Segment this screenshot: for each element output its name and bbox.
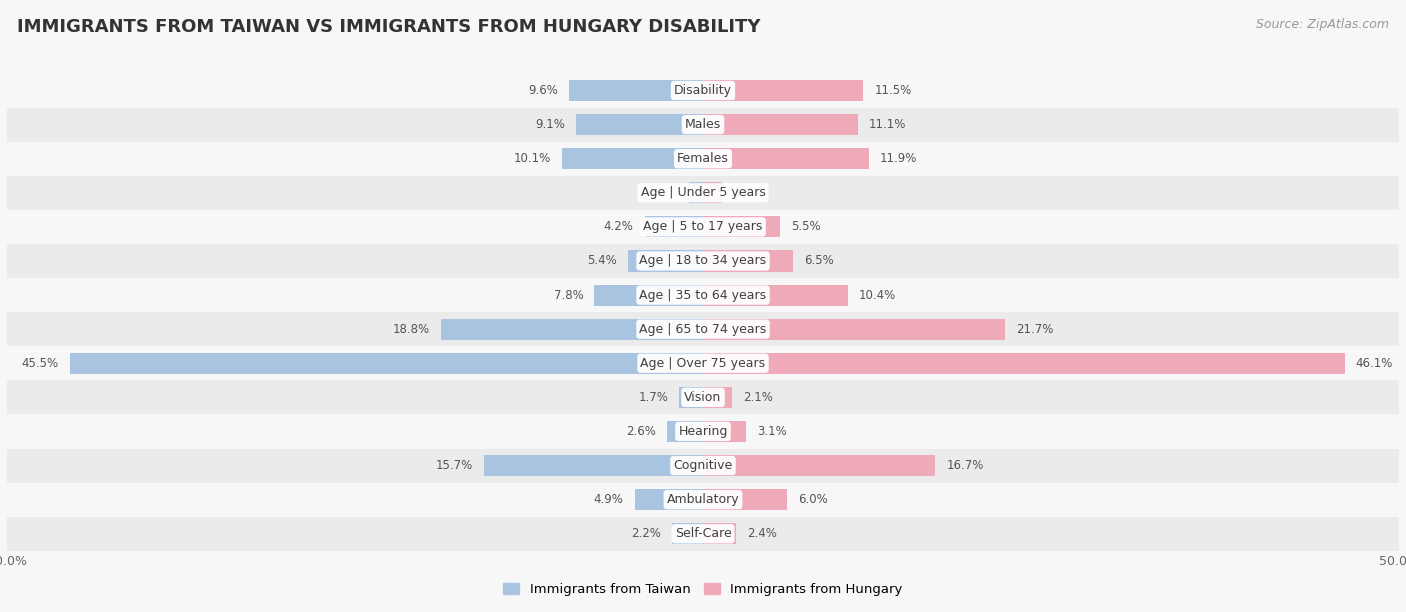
Bar <box>562 148 703 170</box>
Bar <box>7 483 1399 517</box>
Bar <box>569 80 703 101</box>
Text: Age | 65 to 74 years: Age | 65 to 74 years <box>640 323 766 335</box>
Text: 11.5%: 11.5% <box>875 84 911 97</box>
Bar <box>7 414 1399 449</box>
Text: Vision: Vision <box>685 391 721 404</box>
Bar <box>689 182 703 203</box>
Text: Disability: Disability <box>673 84 733 97</box>
Text: 2.4%: 2.4% <box>748 528 778 540</box>
Text: 11.9%: 11.9% <box>880 152 917 165</box>
Bar <box>703 216 779 237</box>
Text: 2.1%: 2.1% <box>744 391 773 404</box>
Text: Hearing: Hearing <box>678 425 728 438</box>
Bar <box>70 353 703 374</box>
Bar <box>485 455 703 476</box>
Text: 4.9%: 4.9% <box>593 493 624 506</box>
Bar <box>703 285 848 305</box>
Text: 1.7%: 1.7% <box>638 391 668 404</box>
Text: Age | 18 to 34 years: Age | 18 to 34 years <box>640 255 766 267</box>
Bar <box>634 489 703 510</box>
Text: 46.1%: 46.1% <box>1355 357 1393 370</box>
Text: 2.6%: 2.6% <box>626 425 655 438</box>
Bar <box>7 278 1399 312</box>
Text: 11.1%: 11.1% <box>869 118 905 131</box>
Bar <box>703 489 786 510</box>
Bar <box>679 387 703 408</box>
Bar <box>7 210 1399 244</box>
Text: 9.1%: 9.1% <box>536 118 565 131</box>
Text: 1.4%: 1.4% <box>734 186 763 200</box>
Bar <box>703 80 863 101</box>
Text: Age | Under 5 years: Age | Under 5 years <box>641 186 765 200</box>
Bar <box>703 421 747 442</box>
Text: Self-Care: Self-Care <box>675 528 731 540</box>
Bar <box>576 114 703 135</box>
Text: Source: ZipAtlas.com: Source: ZipAtlas.com <box>1256 18 1389 31</box>
Bar <box>7 108 1399 141</box>
Text: 4.2%: 4.2% <box>603 220 633 233</box>
Bar <box>7 244 1399 278</box>
Text: Males: Males <box>685 118 721 131</box>
Text: 10.1%: 10.1% <box>515 152 551 165</box>
Text: Age | Over 75 years: Age | Over 75 years <box>641 357 765 370</box>
Text: 6.0%: 6.0% <box>797 493 827 506</box>
Text: 2.2%: 2.2% <box>631 528 661 540</box>
Bar <box>703 523 737 544</box>
Bar <box>7 312 1399 346</box>
Bar <box>644 216 703 237</box>
Text: Age | 35 to 64 years: Age | 35 to 64 years <box>640 289 766 302</box>
Text: Cognitive: Cognitive <box>673 459 733 472</box>
Text: 7.8%: 7.8% <box>554 289 583 302</box>
Bar <box>7 449 1399 483</box>
Bar <box>7 346 1399 380</box>
Text: 3.1%: 3.1% <box>758 425 787 438</box>
Legend: Immigrants from Taiwan, Immigrants from Hungary: Immigrants from Taiwan, Immigrants from … <box>498 578 908 602</box>
Bar <box>703 182 723 203</box>
Bar <box>703 455 935 476</box>
Bar <box>441 319 703 340</box>
Text: 16.7%: 16.7% <box>946 459 984 472</box>
Bar <box>703 148 869 170</box>
Text: Ambulatory: Ambulatory <box>666 493 740 506</box>
Text: 5.5%: 5.5% <box>790 220 820 233</box>
Text: 5.4%: 5.4% <box>586 255 617 267</box>
Bar <box>666 421 703 442</box>
Bar <box>7 141 1399 176</box>
Text: 6.5%: 6.5% <box>804 255 834 267</box>
Text: Females: Females <box>678 152 728 165</box>
Bar <box>7 73 1399 108</box>
Bar <box>7 517 1399 551</box>
Bar <box>703 114 858 135</box>
Bar <box>703 387 733 408</box>
Text: 18.8%: 18.8% <box>394 323 430 335</box>
Bar <box>595 285 703 305</box>
Bar <box>7 380 1399 414</box>
Text: 45.5%: 45.5% <box>21 357 59 370</box>
Text: 15.7%: 15.7% <box>436 459 474 472</box>
Bar <box>628 250 703 272</box>
Text: 21.7%: 21.7% <box>1017 323 1053 335</box>
Text: Age | 5 to 17 years: Age | 5 to 17 years <box>644 220 762 233</box>
Text: 1.0%: 1.0% <box>648 186 678 200</box>
Bar <box>672 523 703 544</box>
Text: IMMIGRANTS FROM TAIWAN VS IMMIGRANTS FROM HUNGARY DISABILITY: IMMIGRANTS FROM TAIWAN VS IMMIGRANTS FRO… <box>17 18 761 36</box>
Text: 9.6%: 9.6% <box>529 84 558 97</box>
Bar <box>7 176 1399 210</box>
Bar <box>703 319 1005 340</box>
Text: 10.4%: 10.4% <box>859 289 896 302</box>
Bar <box>703 353 1344 374</box>
Bar <box>703 250 793 272</box>
